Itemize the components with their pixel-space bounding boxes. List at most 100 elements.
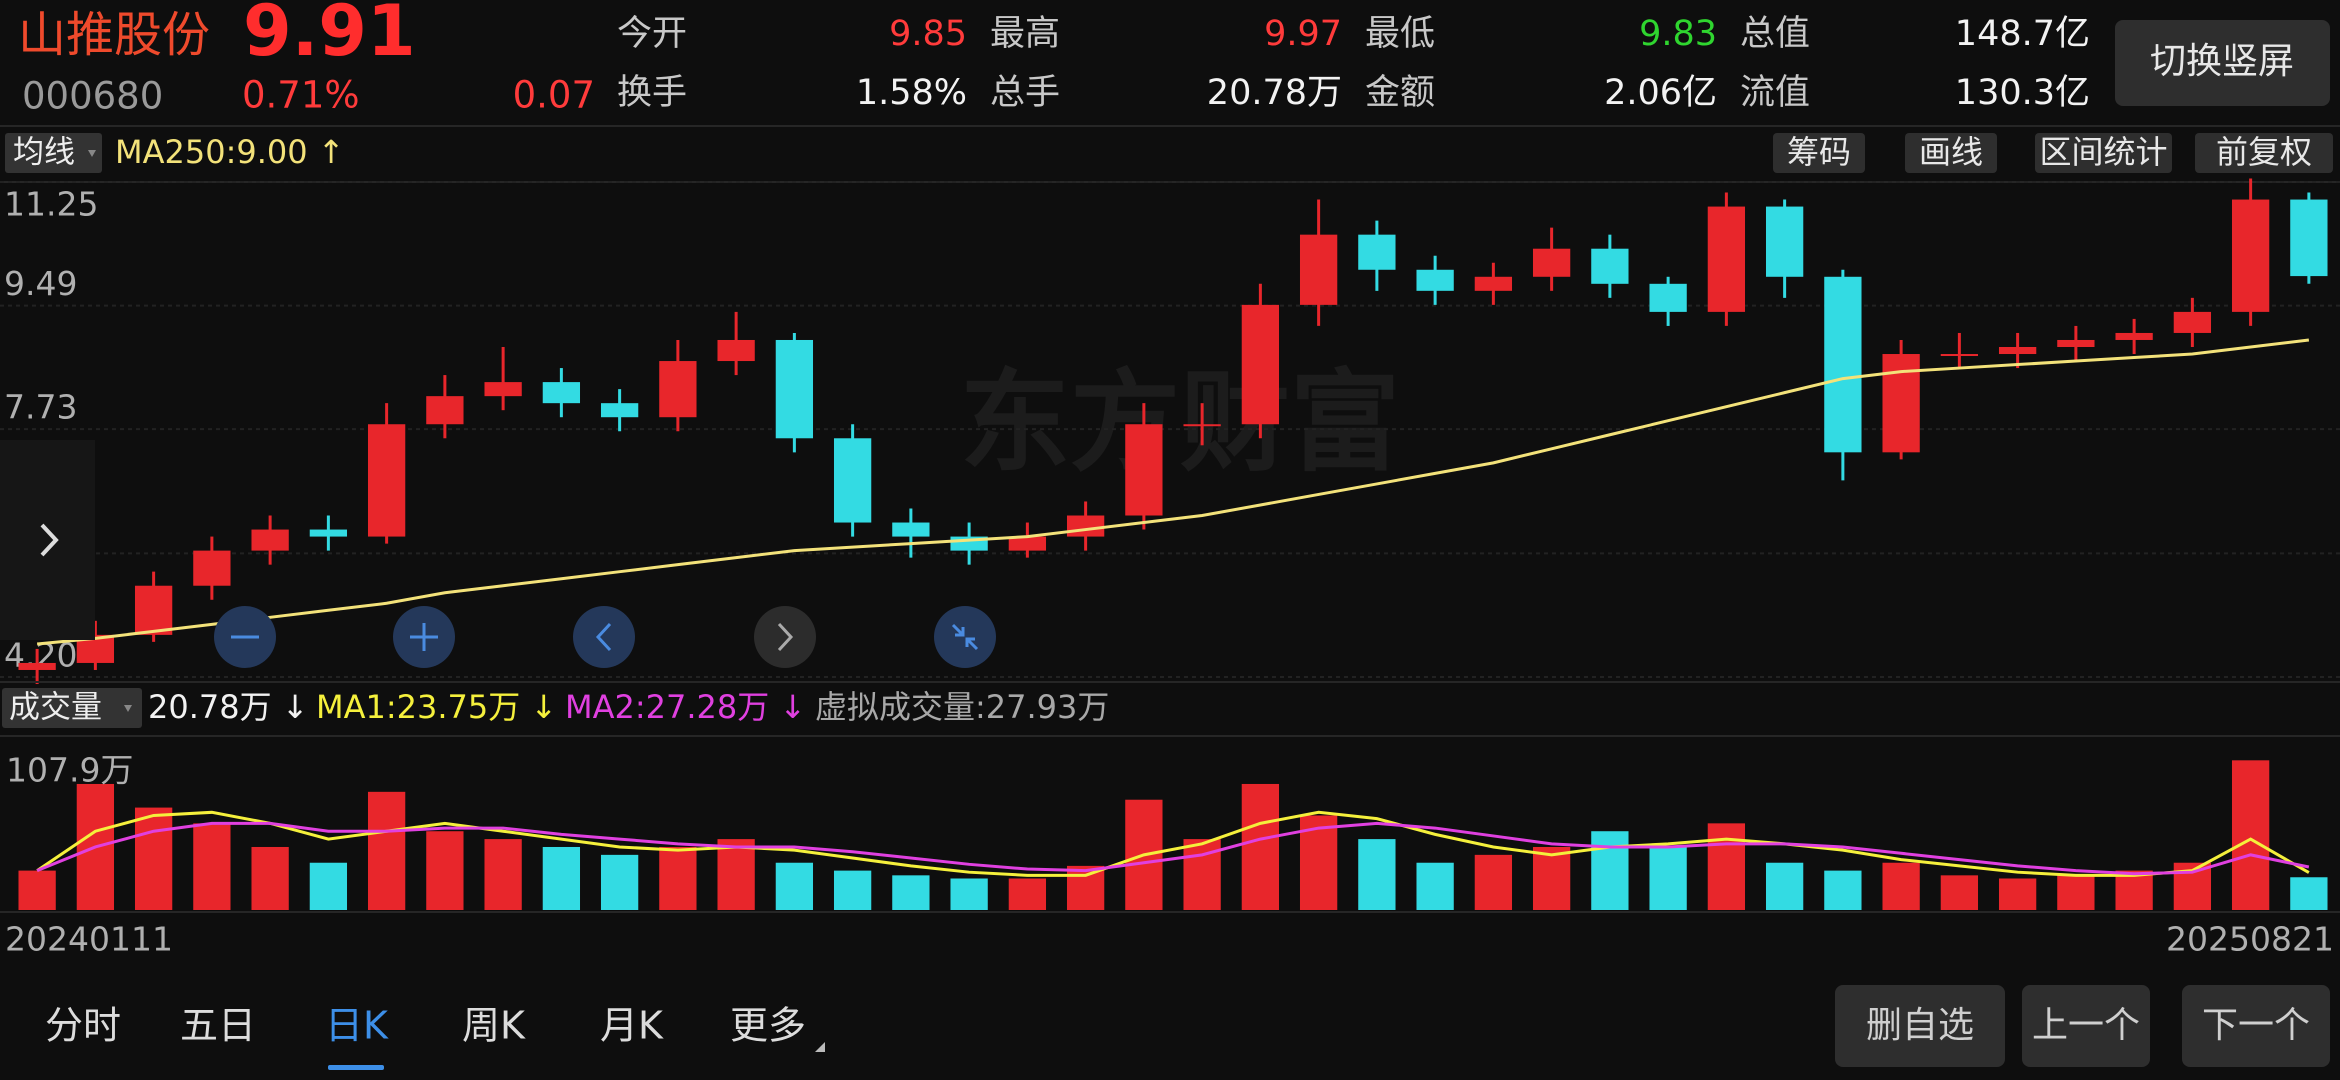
volume-bar (2115, 870, 2153, 910)
volume-bar (2057, 875, 2095, 910)
tool-button-label: 区间统计 (2039, 133, 2167, 171)
volume-bar (600, 854, 639, 910)
candle-body (18, 662, 56, 670)
icon (410, 623, 438, 651)
orientation-button-label: 切换竖屏 (2150, 41, 2294, 82)
field-label: 金额 (1365, 73, 1435, 113)
tool-button[interactable] (2195, 133, 2333, 173)
candle-body (542, 382, 581, 404)
stock-name: 山推股份 (18, 7, 210, 63)
action-button-label: 删自选 (1866, 1005, 1974, 1046)
tool-button[interactable] (1905, 133, 1997, 173)
candle-body (1183, 424, 1221, 427)
volume-bar (484, 839, 522, 910)
reset-zoom[interactable] (934, 606, 996, 668)
stock-code: 000680 (22, 75, 163, 118)
field-label: 最低 (1365, 14, 1435, 54)
tool-button[interactable] (1773, 133, 1865, 173)
volume-bar (1591, 831, 1629, 910)
ma250-line (36, 338, 2310, 646)
candle-body (717, 339, 755, 362)
volume-bar (1998, 878, 2037, 910)
action-button[interactable] (1835, 985, 2005, 1067)
date-label: 20250821 (2166, 920, 2334, 959)
candle-body (1882, 354, 1920, 453)
more-icon (815, 1042, 825, 1052)
volume-bar (1183, 839, 1221, 910)
ma-text: MA250:9.00 ↑ (115, 133, 345, 171)
volume-indicator-select[interactable] (2, 688, 142, 728)
volume-bar (833, 870, 872, 910)
candle-body (1125, 424, 1163, 516)
action-button[interactable] (2182, 985, 2330, 1067)
tab[interactable]: 分时 (45, 1004, 121, 1048)
volume-bar (1241, 783, 1280, 910)
volume-bar (426, 831, 464, 910)
volume-bar (134, 807, 173, 910)
volume-bar (775, 862, 814, 910)
candle-body (600, 403, 639, 418)
volume-bar (18, 870, 56, 910)
candle-body (484, 382, 522, 397)
volume-bar (542, 846, 581, 910)
volume-indicator-label: 成交量 (9, 690, 102, 726)
candle-body (1940, 354, 1979, 357)
volume-bar (193, 823, 231, 910)
candle-body (1241, 304, 1280, 425)
volume-bar (1358, 839, 1396, 910)
candle-body (775, 339, 814, 439)
candle-body (1532, 248, 1571, 277)
scroll-right[interactable] (754, 606, 816, 668)
expand-arrow[interactable] (40, 523, 59, 557)
tool-button[interactable] (2035, 133, 2172, 173)
candle-body (2057, 339, 2095, 347)
orientation-button[interactable] (2115, 20, 2330, 106)
watermark: 东方财富 (960, 358, 1400, 486)
candle-body (892, 522, 930, 537)
candle-body (2290, 199, 2328, 277)
field-value: 130.3亿 (1955, 73, 2090, 113)
action-button-label: 上一个 (2032, 1005, 2140, 1046)
candle-body (1358, 234, 1396, 270)
candle-body (2173, 311, 2212, 333)
candle-body (2231, 199, 2270, 312)
candle-body (1474, 276, 1513, 291)
candle-body (2115, 332, 2153, 340)
field-label: 最高 (990, 14, 1060, 54)
candle-body (1707, 206, 1746, 312)
candle-body (193, 550, 231, 586)
volume-bar (950, 878, 988, 910)
candle-body (1066, 515, 1105, 537)
candle-body (1824, 276, 1862, 453)
tab[interactable]: 更多 (730, 1004, 806, 1048)
volume-bar (251, 846, 289, 910)
field-label: 今开 (617, 14, 687, 54)
side-panel (0, 440, 95, 640)
y-tick-label: 7.73 (4, 388, 77, 427)
change: 0.07 (513, 74, 595, 117)
dropdown-icon (124, 705, 132, 712)
candle-body (833, 438, 872, 523)
tab[interactable]: 月K (600, 1004, 664, 1048)
indicator-select[interactable] (5, 133, 102, 173)
volume-bar (1532, 846, 1571, 910)
volume-bar (309, 862, 348, 910)
action-button-label: 下一个 (2202, 1005, 2310, 1046)
tool-button-label: 画线 (1919, 133, 1983, 171)
tab[interactable]: 五日 (180, 1004, 256, 1048)
y-tick-label: 9.49 (4, 264, 77, 303)
tab[interactable]: 周K (462, 1004, 526, 1048)
dropdown-icon (88, 150, 96, 157)
candle-body (251, 529, 289, 551)
field-value: 9.97 (1264, 14, 1342, 54)
candle-body (1416, 269, 1454, 291)
zoom-controls (214, 606, 996, 668)
action-button[interactable] (2022, 985, 2150, 1067)
scroll-left[interactable] (573, 606, 635, 668)
volume-bar (1066, 865, 1105, 910)
field-value: 1.58% (856, 73, 967, 113)
candle-body (659, 361, 697, 418)
tab[interactable]: 日K (325, 1004, 389, 1048)
volume-current: 20.78万 ↓ (148, 688, 309, 726)
